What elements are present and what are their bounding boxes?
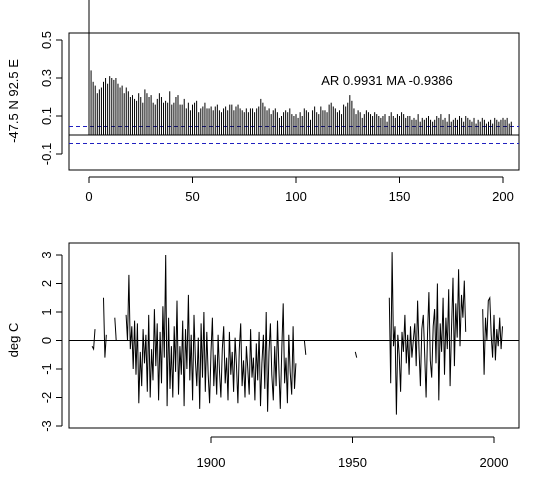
acf-marks xyxy=(69,0,519,145)
acf-y-tick-label: 0.1 xyxy=(39,107,54,125)
temperature-y-tick-label: 2 xyxy=(39,280,54,287)
temperature-marks xyxy=(69,252,519,415)
acf-x-tick-label: 50 xyxy=(185,189,199,204)
acf-x-tick-label: 0 xyxy=(85,189,92,204)
temperature-y-axis: -3 -2 -1 0 1 2 3 xyxy=(39,251,63,432)
temperature-series-segment xyxy=(125,254,297,412)
temperature-y-tick-label: 3 xyxy=(39,251,54,258)
acf-x-axis: 0 50 100 150 200 xyxy=(85,176,514,204)
temperature-series-segment xyxy=(388,252,467,415)
temperature-y-axis-title: deg C xyxy=(6,323,21,358)
temperature-y-tick-label: -2 xyxy=(39,392,54,404)
acf-y-axis: -0.1 0.1 0.3 0.5 xyxy=(39,31,63,165)
acf-x-tick-label: 100 xyxy=(285,189,307,204)
acf-x-tick-label: 150 xyxy=(389,189,411,204)
acf-y-axis-title: -47.5 N 92.5 E xyxy=(6,59,21,143)
temperature-series-segment xyxy=(482,295,503,375)
acf-y-tick-label: -0.1 xyxy=(39,143,54,165)
temperature-x-tick-label: 2000 xyxy=(480,455,509,470)
temperature-series-segment xyxy=(303,340,307,355)
acf-y-tick-label: 0.3 xyxy=(39,69,54,87)
acf-y-tick-label: 0.5 xyxy=(39,31,54,49)
temperature-series-segment xyxy=(103,297,107,358)
temperature-x-tick-label: 1950 xyxy=(338,455,367,470)
temperature-plot-frame xyxy=(68,242,520,429)
acf-annotation: AR 0.9931 MA -0.9386 xyxy=(321,73,453,88)
temperature-y-tick-label: -1 xyxy=(39,363,54,375)
temperature-x-tick-label: 1900 xyxy=(197,455,226,470)
temperature-y-tick-label: 0 xyxy=(39,337,54,344)
temperature-y-tick-label: 1 xyxy=(39,308,54,315)
temperature-series-segment xyxy=(354,351,358,358)
acf-panel: -47.5 N 92.5 E AR 0.9931 MA -0.9386 0 50 1… xyxy=(6,0,520,204)
temperature-series-segment xyxy=(91,329,96,351)
acf-plot-frame xyxy=(68,32,520,171)
temperature-y-tick-label: -3 xyxy=(39,420,54,432)
temperature-panel: deg C 1900 1950 2000 -3 -2 -1 0 1 2 3 xyxy=(6,242,520,470)
temperature-x-axis: 1900 1950 2000 xyxy=(197,436,509,470)
temperature-series-segment xyxy=(114,317,117,341)
acf-x-tick-label: 200 xyxy=(492,189,514,204)
